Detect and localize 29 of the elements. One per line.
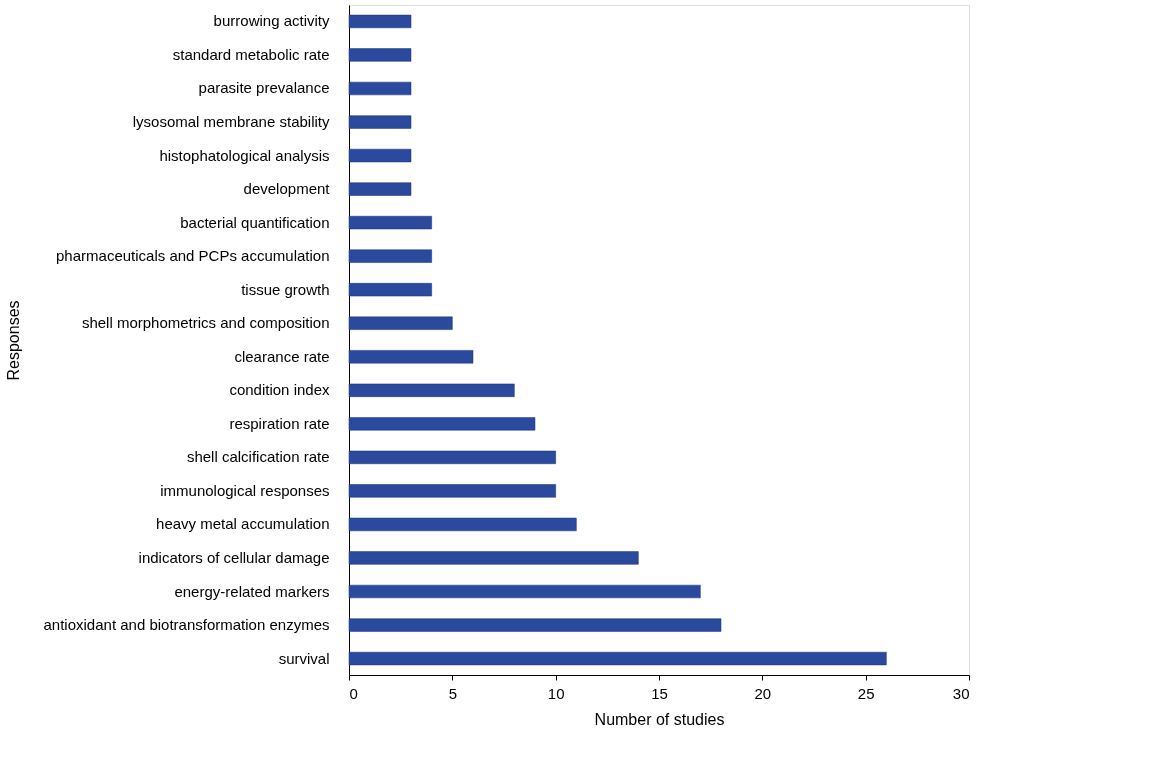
y-tick-label: indicators of cellular damage [138,548,330,566]
y-tick-label: immunological responses [160,481,330,499]
x-axis-title: Number of studies [594,710,725,728]
y-axis-title: Responses [4,300,22,381]
y-tick-label: condition index [229,381,330,399]
y-tick-label: histophatological analysis [159,146,330,164]
y-tick-label: shell calcification rate [186,448,330,466]
y-tick-label: parasite prevalance [198,79,330,97]
y-tick-label: energy-related markers [174,582,330,600]
y-tick-label: shell morphometrics and composition [81,314,330,332]
y-tick-label: development [243,180,331,198]
x-tick-label: 15 [651,684,668,702]
y-tick-label: standard metabolic rate [172,45,330,63]
x-tick-label: 0 [349,684,358,702]
y-tick-label: tissue growth [241,280,330,298]
x-tick-label: 20 [754,684,772,702]
y-tick-label: pharmaceuticals and PCPs accumulation [56,247,330,265]
x-tick-label: 10 [547,684,565,702]
y-tick-label: heavy metal accumulation [156,515,330,533]
x-tick-label: 5 [448,684,458,702]
y-tick-label: burrowing activity [213,12,330,30]
y-tick-label: lysosomal membrane stability [132,113,330,131]
x-tick-label: 30 [952,684,970,702]
x-tick-label: 25 [857,684,875,702]
y-tick-label: survival [278,649,330,667]
y-tick-label: clearance rate [234,347,330,365]
y-tick-label: respiration rate [229,414,330,432]
y-tick-label: bacterial quantification [180,213,330,231]
y-tick-label: antioxidant and biotransformation enzymes [43,616,330,634]
